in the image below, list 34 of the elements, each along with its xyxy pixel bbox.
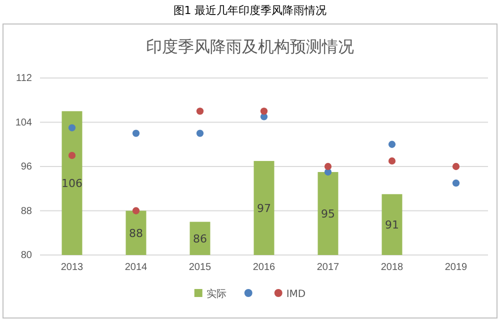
point xyxy=(452,180,460,187)
y-tick-label: 80 xyxy=(20,250,32,262)
point xyxy=(196,108,204,115)
y-tick-label: 104 xyxy=(15,117,32,128)
data-label: 91 xyxy=(385,218,399,232)
data-label: 95 xyxy=(321,208,335,221)
point xyxy=(452,162,460,170)
x-tick-label: 2018 xyxy=(380,262,404,274)
chart-subtitle: 印度季风降雨及机构预测情况 xyxy=(146,37,354,56)
x-tick-label: 2013 xyxy=(60,262,84,274)
x-tick-label: 2016 xyxy=(252,262,276,274)
point xyxy=(388,140,396,148)
data-label: 97 xyxy=(257,202,271,215)
x-tick-label: 2019 xyxy=(444,262,468,274)
y-tick-label: 88 xyxy=(20,206,32,217)
point xyxy=(132,207,140,214)
legend-label: IMD xyxy=(286,289,306,300)
legend-label: 实际 xyxy=(206,288,226,300)
data-label: 106 xyxy=(62,177,82,190)
x-tick-label: 2014 xyxy=(124,262,148,274)
y-tick-label: 96 xyxy=(20,162,32,173)
point xyxy=(388,157,396,165)
y-tick-label: 112 xyxy=(16,73,32,84)
data-label: 86 xyxy=(193,232,207,246)
point xyxy=(196,130,204,137)
point xyxy=(68,152,76,159)
chart-title: 图1 最近几年印度季风降雨情况 xyxy=(173,4,327,17)
point xyxy=(68,124,76,132)
x-tick-label: 2015 xyxy=(188,262,212,274)
point xyxy=(324,162,332,170)
point xyxy=(260,108,268,115)
data-label: 88 xyxy=(129,226,143,240)
point xyxy=(132,130,140,137)
x-tick-label: 2017 xyxy=(316,262,340,274)
